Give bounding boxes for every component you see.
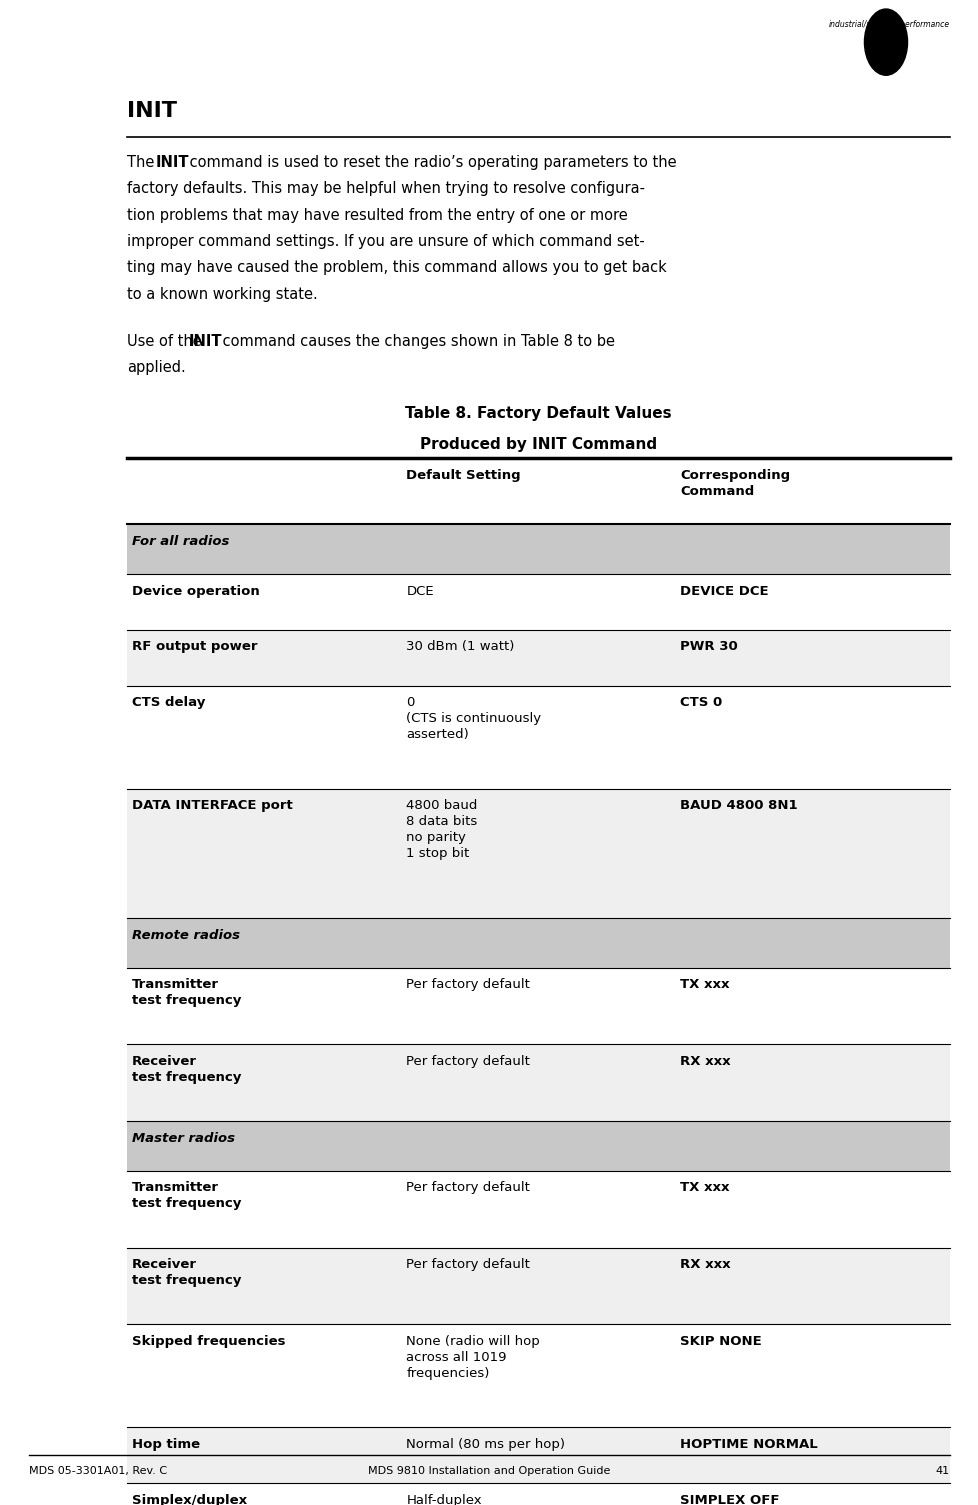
Text: ting may have caused the problem, this command allows you to get back: ting may have caused the problem, this c… — [127, 260, 666, 275]
Text: Per factory default: Per factory default — [406, 978, 530, 992]
Text: RF output power: RF output power — [132, 640, 257, 653]
Text: Normal (80 ms per hop): Normal (80 ms per hop) — [406, 1437, 564, 1451]
Text: Hop time: Hop time — [132, 1437, 200, 1451]
Text: improper command settings. If you are unsure of which command set-: improper command settings. If you are un… — [127, 233, 645, 248]
Text: RX xxx: RX xxx — [680, 1055, 731, 1069]
Text: Transmitter
test frequency: Transmitter test frequency — [132, 1181, 242, 1210]
Text: HOPTIME NORMAL: HOPTIME NORMAL — [680, 1437, 818, 1451]
Text: Skipped frequencies: Skipped frequencies — [132, 1335, 286, 1348]
Text: Per factory default: Per factory default — [406, 1258, 530, 1272]
Text: TX xxx: TX xxx — [680, 1181, 730, 1195]
Text: to a known working state.: to a known working state. — [127, 286, 318, 301]
Text: factory defaults. This may be helpful when trying to resolve configura-: factory defaults. This may be helpful wh… — [127, 181, 645, 196]
Text: INIT: INIT — [189, 334, 222, 349]
Text: PWR 30: PWR 30 — [680, 640, 737, 653]
Text: 41: 41 — [935, 1466, 949, 1476]
Text: Receiver
test frequency: Receiver test frequency — [132, 1055, 242, 1084]
Text: CTS 0: CTS 0 — [680, 695, 722, 709]
Text: SKIP NONE: SKIP NONE — [680, 1335, 762, 1348]
Text: tion problems that may have resulted from the entry of one or more: tion problems that may have resulted fro… — [127, 208, 627, 223]
Text: Receiver
test frequency: Receiver test frequency — [132, 1258, 242, 1287]
Text: The: The — [127, 155, 159, 170]
Bar — [127, 1044, 949, 1121]
Text: Master radios: Master radios — [132, 1132, 235, 1145]
Text: DEVICE DCE: DEVICE DCE — [680, 584, 769, 597]
Text: CTS delay: CTS delay — [132, 695, 205, 709]
Text: Transmitter
test frequency: Transmitter test frequency — [132, 978, 242, 1007]
Text: 0
(CTS is continuously
asserted): 0 (CTS is continuously asserted) — [406, 695, 541, 740]
Text: Default Setting: Default Setting — [406, 468, 520, 482]
Text: Produced by INIT Command: Produced by INIT Command — [420, 436, 656, 452]
Text: Use of the: Use of the — [127, 334, 206, 349]
Text: INIT: INIT — [127, 101, 177, 120]
Text: 4800 baud
8 data bits
no parity
1 stop bit: 4800 baud 8 data bits no parity 1 stop b… — [406, 799, 477, 861]
Bar — [127, 1121, 949, 1171]
Text: 30 dBm (1 watt): 30 dBm (1 watt) — [406, 640, 514, 653]
Text: None (radio will hop
across all 1019
frequencies): None (radio will hop across all 1019 fre… — [406, 1335, 540, 1380]
Text: Half-duplex: Half-duplex — [406, 1493, 481, 1505]
Text: MDS: MDS — [872, 38, 898, 47]
Text: Per factory default: Per factory default — [406, 1181, 530, 1195]
Text: Per factory default: Per factory default — [406, 1055, 530, 1069]
Text: industrial/wireless/performance: industrial/wireless/performance — [827, 20, 949, 29]
Bar — [127, 524, 949, 573]
Bar — [127, 918, 949, 968]
Text: DCE: DCE — [406, 584, 433, 597]
Text: MDS 9810 Installation and Operation Guide: MDS 9810 Installation and Operation Guid… — [368, 1466, 610, 1476]
Text: Simplex/duplex
operation: Simplex/duplex operation — [132, 1493, 247, 1505]
Circle shape — [864, 9, 907, 75]
Bar — [127, 629, 949, 685]
Text: SIMPLEX OFF: SIMPLEX OFF — [680, 1493, 779, 1505]
Text: Remote radios: Remote radios — [132, 929, 240, 942]
Text: DATA INTERFACE port: DATA INTERFACE port — [132, 799, 292, 813]
Bar — [127, 1427, 949, 1482]
Text: For all radios: For all radios — [132, 534, 229, 548]
Text: TX xxx: TX xxx — [680, 978, 730, 992]
Text: RX xxx: RX xxx — [680, 1258, 731, 1272]
Bar — [127, 789, 949, 918]
Text: Table 8. Factory Default Values: Table 8. Factory Default Values — [405, 405, 671, 420]
Text: applied.: applied. — [127, 360, 186, 375]
Text: Corresponding
Command: Corresponding Command — [680, 468, 789, 498]
Text: command causes the changes shown in Table 8 to be: command causes the changes shown in Tabl… — [218, 334, 615, 349]
Text: command is used to reset the radio’s operating parameters to the: command is used to reset the radio’s ope… — [185, 155, 676, 170]
Bar — [127, 1248, 949, 1324]
Text: BAUD 4800 8N1: BAUD 4800 8N1 — [680, 799, 797, 813]
Text: INIT: INIT — [156, 155, 189, 170]
Text: MDS 05-3301A01, Rev. C: MDS 05-3301A01, Rev. C — [29, 1466, 167, 1476]
Text: Device operation: Device operation — [132, 584, 259, 597]
